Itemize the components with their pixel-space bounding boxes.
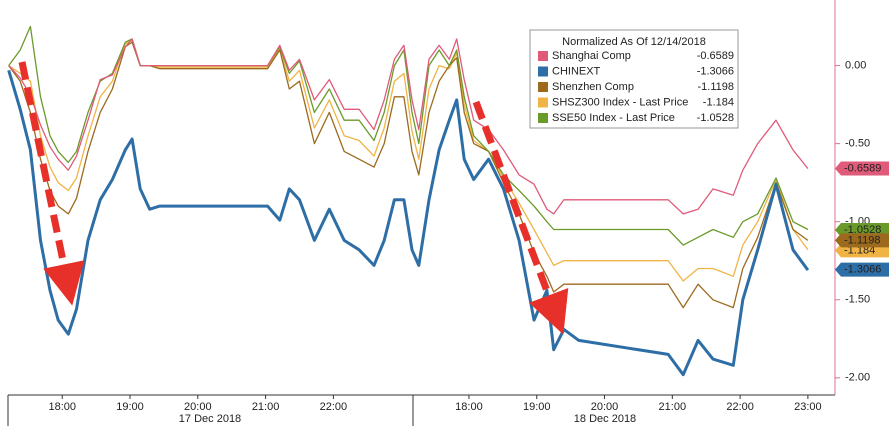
- legend-swatch: [538, 113, 548, 123]
- legend-value: -1.3066: [697, 65, 734, 77]
- legend-swatch: [538, 97, 548, 108]
- legend-box: [529, 29, 739, 129]
- y-tick-label: -2.00: [845, 372, 870, 384]
- x-tick-label: 19:00: [523, 401, 551, 413]
- last-value-tag: [835, 262, 889, 277]
- series-line: [8, 39, 809, 282]
- x-tick-label: 20:00: [591, 401, 619, 413]
- legend-value: -1.184: [703, 96, 734, 108]
- legend-value: -0.6589: [697, 50, 734, 62]
- last-value-label: -1.1198: [844, 234, 881, 246]
- legend-title: Normalized As Of 12/14/2018: [562, 36, 706, 48]
- x-tick-label: 21:00: [252, 401, 280, 413]
- x-tick-label: 23:00: [794, 401, 822, 413]
- legend-swatch: [538, 66, 548, 77]
- series-line: [7, 69, 810, 377]
- legend: Normalized As Of 12/14/2018 Shanghai Com…: [529, 29, 739, 129]
- plot-area: [7, 25, 810, 377]
- last-value-label: -1.0528: [844, 224, 881, 236]
- y-tick-label: 0.00: [845, 59, 866, 71]
- last-value-tag: [835, 161, 889, 176]
- x-tick-label: 20:00: [184, 401, 212, 413]
- last-value-label: -1.3066: [844, 263, 881, 275]
- last-value-tag: [835, 233, 889, 248]
- x-tick-label: 18:00: [48, 401, 76, 413]
- last-value-label: -0.6589: [844, 162, 881, 174]
- legend-label: SSE50 Index - Last Price: [552, 112, 675, 124]
- y-tick-label: -0.50: [845, 138, 870, 150]
- series-line: [8, 38, 809, 215]
- legend-label: Shenzhen Comp: [552, 81, 634, 93]
- legend-swatch: [538, 82, 548, 92]
- annotation-arrow: [472, 100, 569, 335]
- date-label: 17 Dec 2018: [179, 413, 241, 425]
- series-line: [8, 41, 809, 309]
- x-tick-label: 22:00: [320, 401, 348, 413]
- x-tick-label: 22:00: [726, 401, 754, 413]
- x-tick-label: 18:00: [455, 401, 483, 413]
- legend-label: CHINEXT: [552, 65, 601, 77]
- x-tick-label: 19:00: [116, 401, 144, 413]
- legend-value: -1.1198: [698, 81, 735, 93]
- legend-label: Shanghai Comp: [552, 50, 631, 62]
- legend-label: SHSZ300 Index - Last Price: [552, 96, 688, 108]
- x-tick-label: 21:00: [659, 401, 687, 413]
- y-tick-label: -1.50: [845, 294, 870, 306]
- legend-swatch: [538, 51, 548, 61]
- annotation-arrow: [18, 61, 85, 306]
- date-label: 18 Dec 2018: [574, 413, 636, 425]
- legend-value: -1.0528: [697, 112, 734, 124]
